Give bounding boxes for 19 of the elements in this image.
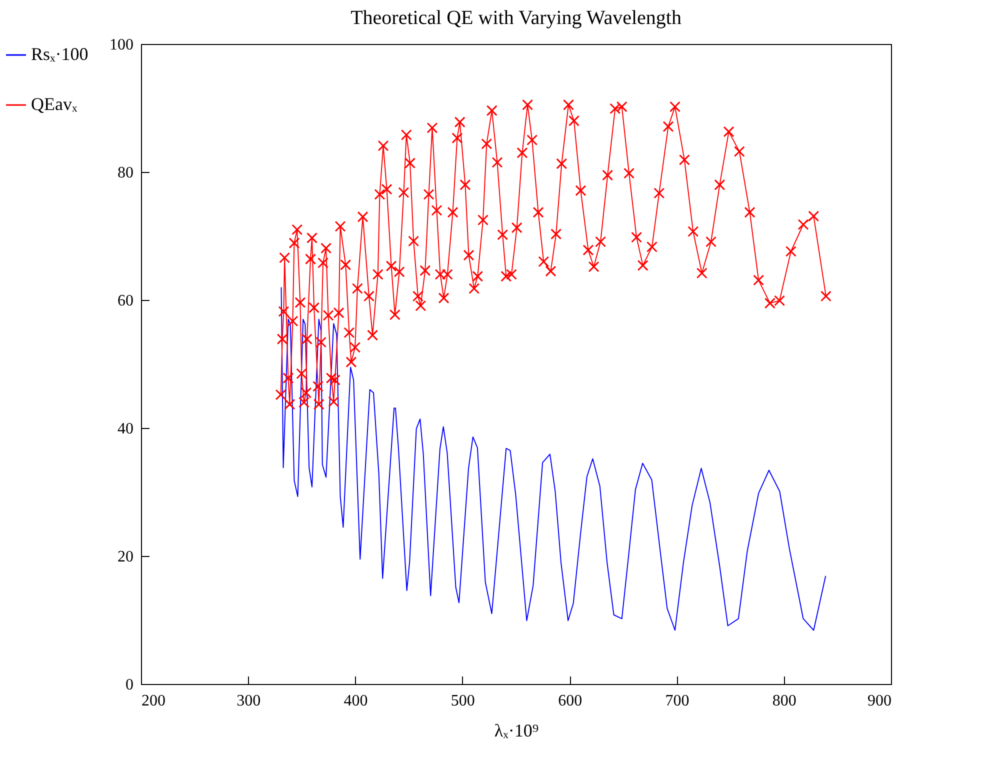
x-tick-label: 700 [665, 692, 690, 710]
y-tick-label: 20 [118, 548, 134, 566]
legend-label: QEavₓ [31, 94, 78, 114]
x-tick-label: 500 [450, 692, 475, 710]
x-tick-label: 600 [558, 692, 582, 710]
x-tick-label: 900 [868, 692, 892, 710]
x-tick-label: 300 [236, 692, 261, 710]
legend-label: Rsₓ·100 [31, 44, 88, 64]
y-tick-label: 80 [118, 164, 134, 182]
y-tick-label: 100 [110, 36, 134, 54]
line-series [280, 286, 826, 631]
x-axis-title: λₓ·10⁹ [494, 720, 539, 740]
y-tick-label: 40 [118, 420, 134, 438]
x-tick-label: 800 [772, 692, 796, 710]
y-tick-label: 0 [126, 676, 134, 694]
chart-title: Theoretical QE with Varying Wavelength [350, 7, 682, 29]
x-tick-label: 400 [344, 692, 368, 710]
x-tick-label: 200 [142, 692, 166, 710]
y-tick-label: 60 [118, 292, 134, 310]
